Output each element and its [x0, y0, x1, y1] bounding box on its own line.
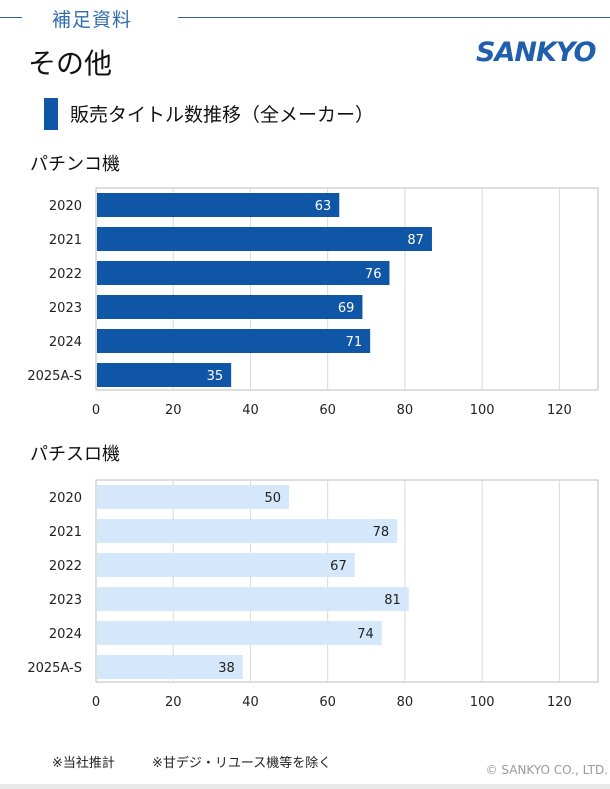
- header-rule-right: [178, 17, 610, 18]
- section-title: 販売タイトル数推移（全メーカー）: [70, 104, 375, 126]
- pachislot-category-label: 2021: [49, 525, 82, 540]
- pachinko-tick-label: 120: [547, 403, 572, 418]
- pachinko-category-label: 2023: [49, 301, 82, 316]
- pachislot-bar: [97, 587, 409, 611]
- pachislot-plot-frame: [95, 479, 599, 683]
- pachinko-data-label: 87: [407, 233, 424, 248]
- pachinko-data-label: 35: [207, 369, 224, 384]
- pachinko-tick-label: 40: [242, 403, 259, 418]
- pachislot-data-label: 50: [265, 491, 282, 506]
- pachinko-tick-label: 0: [92, 403, 100, 418]
- pachinko-bar: [97, 295, 363, 319]
- pachislot-bar: [97, 655, 243, 679]
- pachislot-tick-label: 0: [92, 695, 100, 710]
- pachinko-category-label: 2022: [49, 267, 82, 282]
- pachislot-data-label: 78: [373, 525, 390, 540]
- pachislot-tick-label: 100: [470, 695, 495, 710]
- pachislot-category-label: 2023: [49, 593, 82, 608]
- pachislot-data-label: 74: [357, 627, 374, 642]
- pachislot-tick-label: 40: [242, 695, 259, 710]
- pachislot-bar: [97, 485, 290, 509]
- pachislot-bar: [97, 621, 382, 645]
- pachinko-bar: [97, 193, 340, 217]
- pachinko-bar: [97, 227, 432, 251]
- pachislot-category-label: 2022: [49, 559, 82, 574]
- pachinko-category-label: 2021: [49, 233, 82, 248]
- pachinko-data-label: 69: [338, 301, 355, 316]
- pachislot-tick-label: 120: [547, 695, 572, 710]
- pachislot-tick-label: 60: [319, 695, 336, 710]
- footnote-estimate: ※当社推計: [52, 756, 115, 771]
- header-rule-left: [0, 17, 22, 18]
- pachislot-data-label: 67: [330, 559, 347, 574]
- pachislot-category-label: 2024: [49, 627, 82, 642]
- section-label: 補足資料: [52, 9, 133, 31]
- pachinko-data-label: 76: [365, 267, 382, 282]
- pachinko-chart-title: パチンコ機: [30, 154, 120, 175]
- pachislot-category-label: 2020: [49, 491, 82, 506]
- pachislot-bar: [97, 519, 398, 543]
- pachislot-data-label: 81: [384, 593, 401, 608]
- section-marker: [44, 98, 58, 130]
- copyright: © SANKYO CO., LTD.: [485, 763, 608, 777]
- pachinko-tick-label: 60: [319, 403, 336, 418]
- pachinko-category-label: 2020: [49, 199, 82, 214]
- pachislot-bar: [97, 553, 355, 577]
- pachinko-bar-chart: 63 2020 87 2021 76 2022 69 2023 71 2024 35 2025A-S 0…: [27, 187, 599, 418]
- pachislot-tick-label: 80: [397, 695, 414, 710]
- pachinko-plot-frame: [95, 187, 599, 391]
- pachislot-tick-label: 20: [165, 695, 182, 710]
- pachinko-category-label: 2024: [49, 335, 82, 350]
- company-logo: SANKYO: [476, 37, 596, 68]
- pachinko-tick-label: 100: [470, 403, 495, 418]
- footnote-exclusion: ※甘デジ・リユース機等を除く: [152, 756, 332, 771]
- pachinko-bar: [97, 363, 232, 387]
- pachinko-tick-label: 20: [165, 403, 182, 418]
- pachislot-chart-title: パチスロ機: [30, 444, 120, 465]
- pachinko-data-label: 71: [346, 335, 363, 350]
- pachinko-data-label: 63: [315, 199, 332, 214]
- pachinko-tick-label: 80: [397, 403, 414, 418]
- page-title: その他: [28, 47, 113, 80]
- pachislot-data-label: 38: [218, 661, 235, 676]
- pachinko-category-label: 2025A-S: [27, 369, 82, 384]
- pachislot-category-label: 2025A-S: [27, 661, 82, 676]
- pachislot-bar-chart: 50 2020 78 2021 67 2022 81 2023 74 2024 38 2025A-S 0…: [27, 479, 599, 710]
- bottom-rule: [0, 784, 610, 789]
- pachinko-bar: [97, 329, 371, 353]
- pachinko-bar: [97, 261, 390, 285]
